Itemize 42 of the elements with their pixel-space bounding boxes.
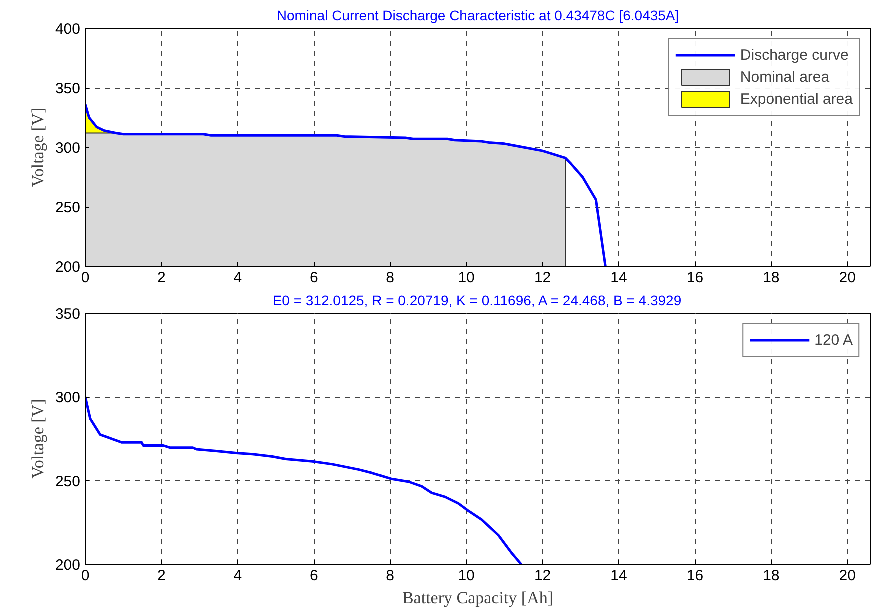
x-tick-label: 20 xyxy=(839,270,856,286)
legend-label: Nominal area xyxy=(740,68,830,86)
legend-label: Exponential area xyxy=(740,90,853,108)
line-series xyxy=(86,396,523,564)
x-tick-label: 0 xyxy=(81,568,90,584)
chart-title: E0 = 312.0125, R = 0.20719, K = 0.11696, A = 24.468, B = 4.3929 xyxy=(272,292,682,308)
x-tick-label: 8 xyxy=(386,270,395,286)
y-axis-title: Voltage [V] xyxy=(28,399,48,479)
x-tick-label: 16 xyxy=(686,270,704,286)
x-tick-label: 14 xyxy=(610,568,628,584)
x-tick-label: 6 xyxy=(310,270,318,286)
x-tick-label: 6 xyxy=(310,568,318,584)
chart-title: Nominal Current Discharge Characteristic at 0.43478C [6.0435A] xyxy=(276,8,680,24)
y-tick-label: 250 xyxy=(55,473,81,490)
y-tick-label: 350 xyxy=(55,80,81,98)
y-tick-label: 300 xyxy=(55,390,81,407)
x-tick-label: 4 xyxy=(234,270,242,286)
y-tick-label: 300 xyxy=(55,140,81,157)
x-tick-label: 0 xyxy=(81,270,90,286)
y-tick-label: 200 xyxy=(55,259,81,276)
x-tick-label: 10 xyxy=(458,270,475,286)
x-tick-label: 12 xyxy=(534,568,552,584)
y-tick-label: 400 xyxy=(55,21,81,38)
legend-label: Discharge curve xyxy=(740,46,849,64)
x-tick-label: 8 xyxy=(386,568,395,584)
x-tick-label: 4 xyxy=(234,568,242,584)
y-tick-label: 350 xyxy=(55,306,81,323)
x-tick-label: 10 xyxy=(458,568,475,584)
x-tick-label: 20 xyxy=(839,568,856,584)
x-tick-label: 2 xyxy=(158,568,166,584)
line-series xyxy=(86,103,607,266)
x-axis-title: Battery Capacity [Ah] xyxy=(402,588,554,608)
x-tick-label: 18 xyxy=(763,270,780,286)
x-tick-label: 18 xyxy=(763,568,780,584)
y-tick-label: 200 xyxy=(55,557,81,574)
legend-label: 120 A xyxy=(814,332,853,348)
x-tick-label: 12 xyxy=(534,270,552,286)
x-tick-label: 14 xyxy=(610,270,628,286)
y-axis-title: Voltage [V] xyxy=(28,108,48,188)
x-tick-label: 16 xyxy=(686,568,704,584)
x-tick-label: 2 xyxy=(158,270,166,286)
y-tick-label: 250 xyxy=(55,200,81,216)
